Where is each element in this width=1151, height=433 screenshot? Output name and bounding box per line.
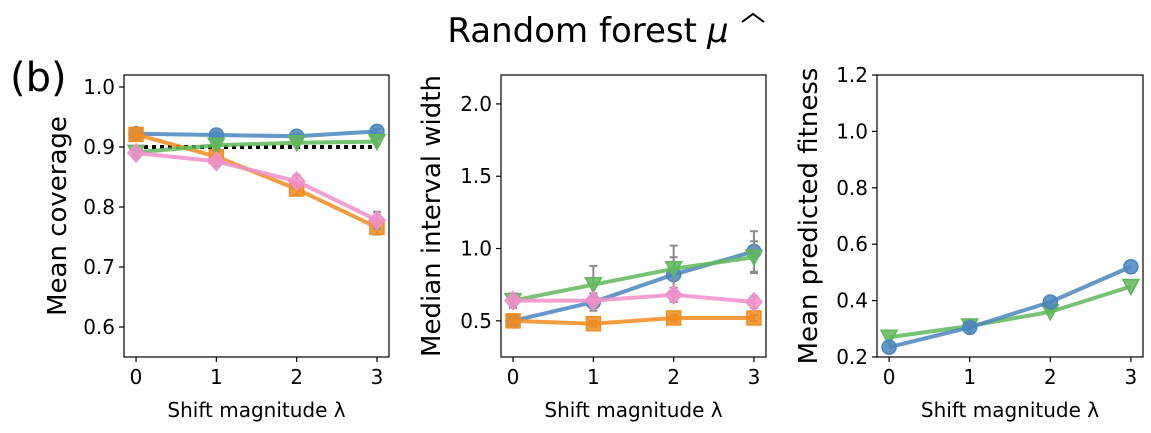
- y-axis-label: Median interval width: [417, 75, 447, 357]
- data-point-square: [128, 126, 144, 143]
- series-line: [512, 255, 755, 303]
- series-line: [888, 284, 1132, 340]
- y-tick-label: 0.4: [836, 289, 868, 313]
- x-tick-label: 2: [290, 365, 303, 389]
- data-point-square: [746, 310, 762, 326]
- y-axis-label: Mean coverage: [43, 116, 73, 316]
- y-tick-label: 0.8: [83, 195, 115, 219]
- y-tick-label: 0.5: [460, 309, 492, 333]
- panel-label: (b): [10, 55, 67, 101]
- y-tick-label: 0.6: [836, 232, 868, 256]
- data-point-triangle: [287, 135, 306, 153]
- data-point-square: [665, 310, 682, 326]
- data-point-triangle: [1121, 278, 1141, 297]
- x-axis-label: Shift magnitude λ: [167, 398, 345, 422]
- data-point-diamond: [127, 142, 146, 164]
- series-blue: [505, 230, 762, 329]
- y-tick-label: 1.5: [460, 164, 492, 188]
- x-tick-label: 2: [667, 365, 680, 389]
- series-line: [136, 129, 378, 139]
- y-axis-label: Mean predicted fitness: [794, 68, 824, 365]
- series-line: [135, 139, 377, 155]
- x-tick-label: 3: [748, 365, 761, 389]
- series-green: [879, 278, 1141, 347]
- series-blue: [881, 259, 1139, 355]
- series-pink: [127, 142, 386, 231]
- x-tick-label: 3: [371, 365, 384, 389]
- data-point-triangle: [744, 249, 764, 267]
- fitness-panel: 0.2 0.4 0.6 0.8 1.0 1.2 0 1 2 3 Shift magnitude λ M…: [794, 63, 1144, 422]
- x-axis-label: Shift magnitude λ: [544, 398, 722, 422]
- figure-title-symbol: μ: [706, 11, 729, 51]
- x-axis-label: Shift magnitude λ: [921, 398, 1099, 422]
- plot-frame: [500, 74, 767, 358]
- data-point-diamond: [744, 291, 763, 313]
- x-tick-label: 1: [587, 365, 600, 389]
- data-point-circle: [1042, 294, 1059, 310]
- series-orange: [505, 310, 762, 332]
- data-point-triangle: [207, 137, 226, 155]
- coverage-panel: 0.6 0.7 0.8 0.9 1.0 0 1 2 3 Shift magnitude λ Mean…: [43, 74, 390, 422]
- width-panel: 0.5 1.0 1.5 2.0 0 1 2 3 Shift magnitude λ Median …: [417, 74, 767, 422]
- data-point-square: [585, 315, 602, 332]
- x-tick-label: 1: [963, 365, 976, 389]
- plot-frame: [876, 74, 1144, 358]
- data-point-diamond: [207, 151, 226, 172]
- data-point-diamond: [584, 290, 603, 311]
- y-tick-label: 0.2: [836, 345, 868, 369]
- data-point-square: [505, 313, 521, 329]
- data-point-diamond: [664, 284, 683, 305]
- series-line: [512, 315, 754, 326]
- series-pink: [504, 284, 763, 313]
- series-line: [513, 292, 755, 305]
- y-tick-label: 1.0: [460, 237, 492, 261]
- plot-frame: [123, 74, 390, 358]
- data-point-triangle: [584, 276, 603, 295]
- x-tick-label: 0: [507, 365, 520, 389]
- title-hat-accent: [741, 12, 765, 23]
- data-point-circle: [881, 339, 897, 355]
- x-tick-label: 3: [1125, 365, 1138, 389]
- figure-title: Random forest μ: [447, 11, 728, 51]
- data-point-diamond: [367, 210, 386, 231]
- y-tick-label: 0.9: [83, 135, 115, 159]
- x-tick-label: 1: [210, 365, 223, 389]
- y-tick-label: 1.0: [83, 75, 115, 99]
- y-tick-label: 0.8: [836, 176, 868, 200]
- data-point-triangle: [664, 261, 683, 279]
- data-point-circle: [1123, 259, 1139, 275]
- figure-title-text: Random forest: [447, 11, 697, 51]
- y-tick-label: 1.2: [836, 63, 868, 87]
- data-point-circle: [961, 319, 978, 336]
- y-tick-label: 2.0: [460, 92, 492, 116]
- data-point-diamond: [504, 290, 523, 311]
- y-tick-label: 0.6: [83, 315, 115, 339]
- data-point-triangle: [367, 133, 387, 152]
- series-line: [135, 151, 378, 222]
- series-line: [888, 264, 1132, 350]
- data-point-diamond: [287, 171, 306, 192]
- x-tick-label: 2: [1044, 365, 1057, 389]
- data-point-triangle: [879, 329, 899, 347]
- y-tick-label: 1.0: [836, 119, 868, 143]
- y-tick-label: 0.7: [83, 255, 115, 279]
- x-tick-label: 0: [130, 365, 143, 389]
- x-tick-label: 0: [883, 365, 896, 389]
